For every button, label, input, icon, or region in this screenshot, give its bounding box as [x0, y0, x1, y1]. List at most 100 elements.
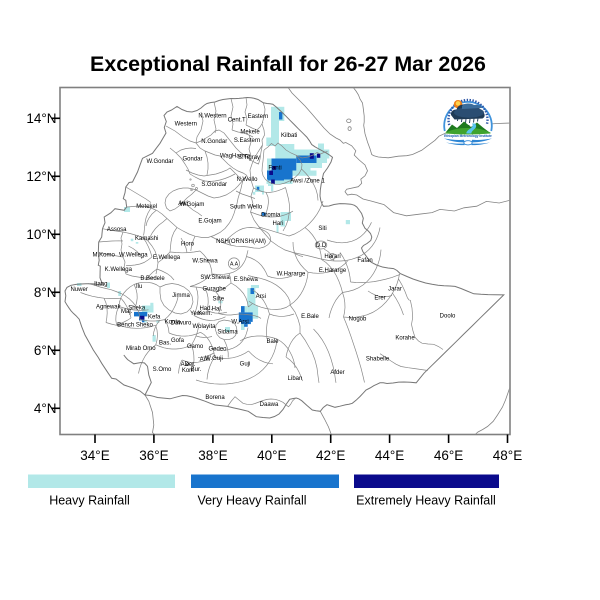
svg-text:S.Gondar: S.Gondar: [201, 182, 227, 188]
svg-text:Horo: Horo: [181, 242, 195, 248]
svg-text:Mekele: Mekele: [240, 130, 260, 136]
svg-text:Oromia: Oromia: [261, 213, 281, 219]
svg-text:NSH(AM): NSH(AM): [240, 239, 266, 245]
svg-text:N.Western: N.Western: [198, 114, 226, 120]
svg-text:Hari: Hari: [272, 221, 283, 227]
svg-text:E.Wellega: E.Wellega: [153, 255, 181, 261]
svg-text:Yem: Yem: [190, 311, 202, 317]
svg-text:Daawa: Daawa: [260, 402, 279, 408]
svg-text:Nuwer: Nuwer: [71, 287, 88, 293]
svg-text:Sheka: Sheka: [128, 306, 146, 312]
svg-text:Fafan: Fafan: [357, 258, 372, 264]
svg-text:48°E: 48°E: [493, 448, 522, 463]
svg-text:12°N: 12°N: [26, 169, 56, 184]
svg-text:36°E: 36°E: [139, 448, 168, 463]
svg-text:Extremely Heavy Rainfall: Extremely Heavy Rainfall: [356, 494, 496, 508]
svg-text:Harari: Harari: [324, 254, 340, 260]
svg-text:Der.: Der.: [184, 362, 195, 368]
svg-text:Exceptional Rainfall for 26-27: Exceptional Rainfall for 26-27 Mar 2026: [90, 52, 486, 76]
svg-text:Liban: Liban: [288, 376, 303, 382]
svg-text:Itang: Itang: [94, 281, 107, 287]
svg-text:Had.: Had.: [199, 306, 212, 312]
svg-text:Awsi /Zone 1: Awsi /Zone 1: [290, 179, 325, 185]
svg-text:K.Wellega: K.Wellega: [105, 267, 133, 273]
svg-text:B.Bedele: B.Bedele: [140, 276, 165, 282]
svg-text:Dawuro: Dawuro: [171, 321, 192, 327]
svg-text:Arsi: Arsi: [256, 294, 266, 300]
svg-text:38°E: 38°E: [198, 448, 227, 463]
svg-text:Siti: Siti: [318, 226, 326, 232]
svg-text:Guji: Guji: [240, 362, 251, 368]
svg-text:Shabelle: Shabelle: [366, 357, 390, 363]
svg-text:Jimma: Jimma: [172, 293, 190, 299]
svg-text:S.Tigray: S.Tigray: [238, 155, 260, 161]
svg-text:Ale: Ale: [181, 362, 190, 368]
svg-text:Very Heavy Rainfall: Very Heavy Rainfall: [197, 494, 306, 508]
svg-text:Konta: Konta: [165, 320, 181, 326]
svg-text:Kamashi: Kamashi: [135, 236, 158, 242]
svg-text:Ilu: Ilu: [136, 284, 142, 290]
svg-text:Hal.: Hal.: [212, 306, 223, 312]
svg-text:WagHamra: WagHamra: [220, 153, 251, 159]
svg-text:Bench Sheko: Bench Sheko: [117, 323, 153, 329]
svg-text:Western: Western: [175, 121, 197, 127]
svg-text:A.A: A.A: [230, 262, 239, 268]
svg-text:Am.: Am.: [200, 357, 211, 363]
svg-text:South Wello: South Wello: [230, 205, 263, 211]
svg-text:Gamo: Gamo: [187, 344, 204, 350]
svg-text:40°E: 40°E: [257, 448, 286, 463]
svg-text:W.Shewa: W.Shewa: [192, 259, 218, 265]
svg-text:Agnewak: Agnewak: [96, 305, 122, 311]
svg-text:Nogob: Nogob: [349, 317, 367, 323]
svg-text:W.Guji: W.Guji: [205, 356, 223, 362]
svg-text:Wolayita: Wolayita: [193, 324, 217, 330]
svg-text:Ethiopian Meteorology Institut: Ethiopian Meteorology Institute: [444, 134, 492, 138]
svg-text:Silte: Silte: [212, 296, 224, 302]
svg-text:N.Wello: N.Wello: [237, 177, 259, 183]
svg-text:Kefa: Kefa: [148, 314, 161, 320]
svg-text:10°N: 10°N: [26, 227, 56, 242]
svg-text:44°E: 44°E: [375, 448, 404, 463]
svg-text:N.Gondar: N.Gondar: [201, 139, 227, 145]
svg-text:Awi: Awi: [178, 201, 188, 207]
svg-text:Gondar: Gondar: [182, 157, 202, 163]
svg-text:Borena: Borena: [205, 395, 225, 401]
svg-text:E.Hararge: E.Hararge: [319, 268, 347, 274]
svg-text:Fanti: Fanti: [268, 166, 281, 172]
svg-text:Afder: Afder: [330, 370, 344, 376]
svg-text:6°N: 6°N: [34, 343, 57, 358]
svg-text:Doolo: Doolo: [440, 314, 456, 320]
svg-text:W.Gondar: W.Gondar: [146, 159, 173, 165]
svg-text:Bale: Bale: [266, 339, 279, 345]
svg-text:Bas.: Bas.: [159, 341, 171, 347]
svg-text:W.Gojam: W.Gojam: [180, 202, 205, 208]
svg-text:S.Omo: S.Omo: [153, 367, 172, 373]
svg-text:Cent.T: Cent.T: [228, 118, 246, 124]
svg-text:S.Eastern: S.Eastern: [234, 138, 260, 144]
svg-text:Heavy Rainfall: Heavy Rainfall: [49, 494, 130, 508]
svg-text:Guraghe: Guraghe: [203, 287, 227, 293]
svg-text:W.Arsi: W.Arsi: [231, 319, 248, 325]
svg-text:Kilbati: Kilbati: [281, 133, 297, 139]
svg-text:Metekel: Metekel: [136, 204, 157, 210]
svg-text:14°N: 14°N: [26, 111, 56, 126]
svg-text:W.Hararge: W.Hararge: [277, 272, 306, 278]
svg-text:Sidama: Sidama: [217, 329, 238, 335]
svg-text:Gedeo: Gedeo: [208, 347, 227, 353]
svg-text:Maj.: Maj.: [121, 309, 133, 315]
svg-text:Eastern: Eastern: [248, 114, 269, 120]
svg-text:M.Komo: M.Komo: [93, 253, 116, 259]
svg-text:Gofa: Gofa: [171, 338, 185, 344]
svg-text:Erer: Erer: [374, 296, 385, 302]
svg-text:Kem.: Kem.: [198, 311, 212, 317]
svg-text:Bur.: Bur.: [191, 367, 202, 373]
svg-text:Assosa: Assosa: [107, 227, 127, 233]
svg-text:46°E: 46°E: [434, 448, 463, 463]
svg-text:Mirab Omo: Mirab Omo: [126, 346, 156, 352]
svg-text:D.D: D.D: [316, 243, 327, 249]
svg-text:4°N: 4°N: [34, 401, 57, 416]
svg-text:SW.Shewa: SW.Shewa: [200, 275, 230, 281]
svg-text:Kon.: Kon.: [182, 368, 195, 374]
svg-text:Korahe: Korahe: [395, 336, 415, 342]
svg-text:34°E: 34°E: [80, 448, 109, 463]
